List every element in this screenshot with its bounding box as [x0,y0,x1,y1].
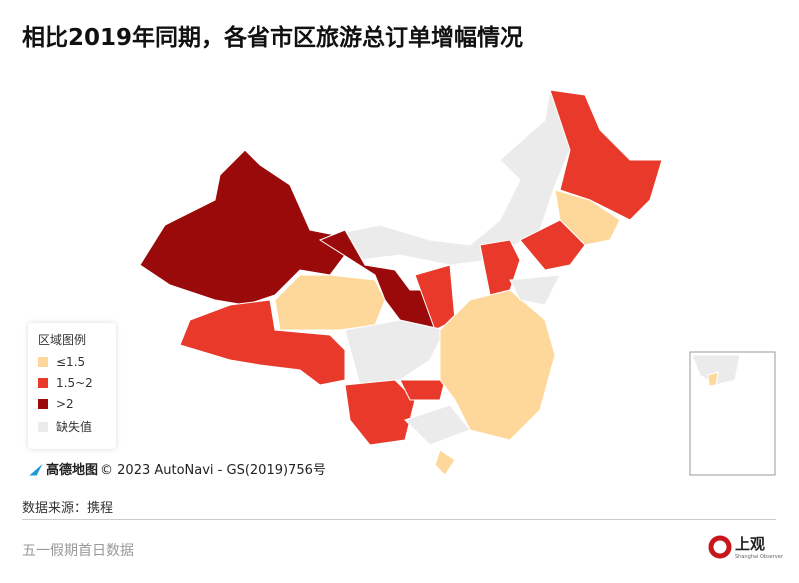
region [404,404,471,446]
legend-label: 1.5~2 [56,376,93,390]
region [344,319,446,386]
attribution: 高德地图 © 2023 AutoNavi - GS(2019)756号 [28,459,326,478]
attribution-text: © 2023 AutoNavi - GS(2019)756号 [100,463,326,478]
legend-swatch [38,357,48,367]
inset-frame [689,351,776,476]
region [399,379,446,401]
legend-item: >2 [38,397,106,411]
legend: 区域图例 ≤1.5 1.5~2 >2 缺失值 [28,323,116,449]
legend-item: 缺失值 [38,418,106,435]
legend-title: 区域图例 [38,333,87,347]
legend-label: >2 [56,397,74,411]
legend-swatch [38,399,48,409]
legend-label: 缺失值 [56,420,93,434]
legend-item: 1.5~2 [38,376,106,390]
inset-land [691,354,741,386]
logo-subtext: Shanghai Observer [735,554,783,560]
legend-label: ≤1.5 [56,355,86,369]
divider [22,519,776,520]
legend-swatch [38,378,48,388]
footer-note: 五一假期首日数据 [22,543,134,559]
logo-icon [708,535,732,558]
provinces [139,89,663,476]
logo-text: 上观 [735,535,766,553]
region [344,379,416,446]
region [434,449,456,476]
legend-item: ≤1.5 [38,355,106,369]
logo: 上观 Shanghai Observer [708,533,783,560]
region [519,219,586,271]
inset-region [707,371,719,387]
region [439,289,556,441]
region [274,274,386,331]
region [179,299,346,386]
source: 数据来源：携程 [22,501,114,516]
region [509,274,561,306]
region [549,89,663,221]
attribution-icon [28,461,44,476]
region [479,239,521,296]
title: 相比2019年同期，各省市区旅游总订单增幅情况 [22,25,524,51]
attribution-brand: 高德地图 [46,463,99,478]
legend-swatch [38,421,48,432]
